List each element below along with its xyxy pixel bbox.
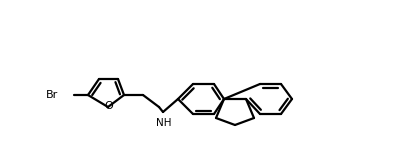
Text: NH: NH — [156, 118, 172, 128]
Text: Br: Br — [46, 90, 58, 100]
Text: O: O — [105, 101, 113, 111]
